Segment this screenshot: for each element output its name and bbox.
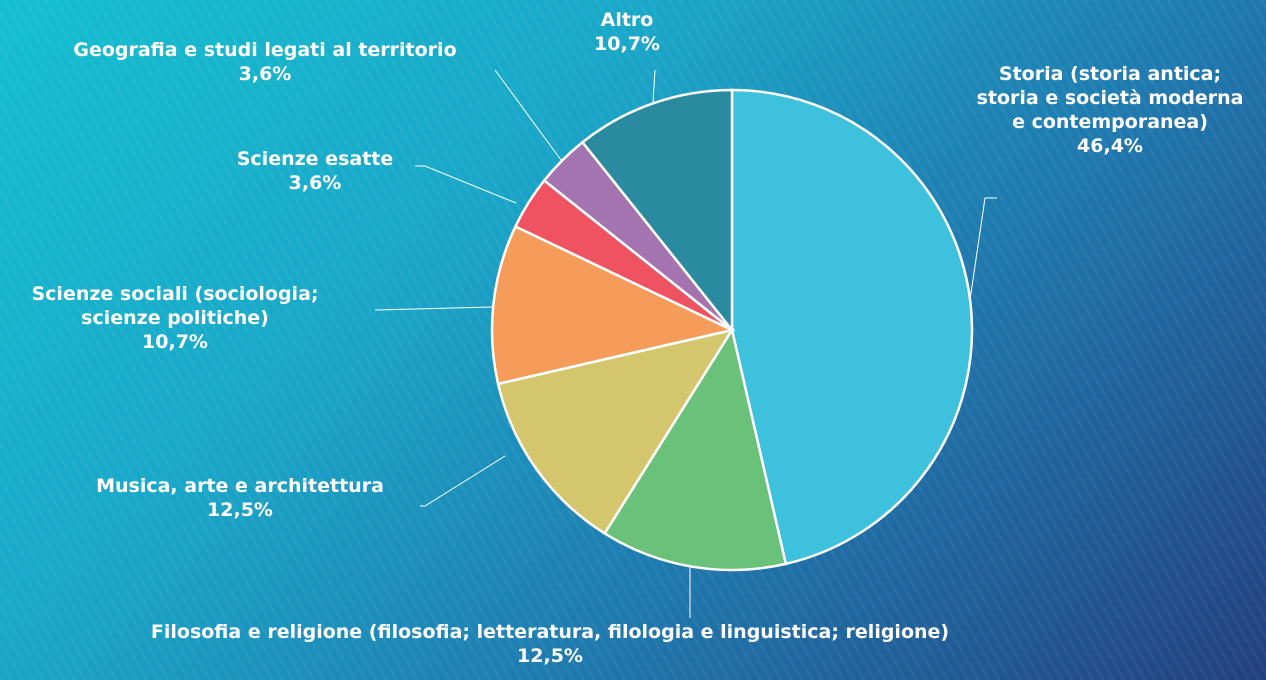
data-label: Scienze esatte 3,6% [185,147,445,195]
pie-slice [602,326,788,572]
data-label: Scienze sociali (sociologia; scienze pol… [0,282,355,354]
data-label: Filosofia e religione (filosofia; letter… [20,620,1080,668]
value-label: 12,5% [517,645,583,667]
pie-slice [730,88,974,566]
leader-line [652,69,656,104]
category-label: Altro [600,9,654,31]
data-label: Storia (storia antica; storia e società … [975,62,1245,158]
leader-line [969,197,997,301]
leader-line [374,306,493,311]
pie-slice [490,224,736,386]
data-label: Geografia e studi legati al territorio 3,… [25,38,505,86]
value-label: 10,7% [594,33,660,55]
category-label: Musica, arte e architettura [96,475,384,497]
value-label: 46,4% [1077,135,1143,157]
leader-line [494,69,562,161]
value-label: 12,5% [207,499,273,521]
value-label: 3,6% [238,63,292,85]
leader-line [415,165,517,204]
value-label: 3,6% [288,172,342,194]
category-label: Filosofia e religione (filosofia; letter… [150,621,950,643]
leader-line [420,455,506,507]
pie-slice [496,328,735,536]
category-label: Geografia e studi legati al territorio [73,39,457,61]
category-label: Scienze esatte [236,148,394,170]
category-label: Storia (storia antica; storia e società … [976,63,1244,133]
category-label: Scienze sociali (sociologia; scienze pol… [31,283,319,329]
data-label: Altro 10,7% [552,8,702,56]
data-label: Musica, arte e architettura 12,5% [50,474,430,522]
pie-slice [580,88,734,334]
value-label: 10,7% [142,331,208,353]
